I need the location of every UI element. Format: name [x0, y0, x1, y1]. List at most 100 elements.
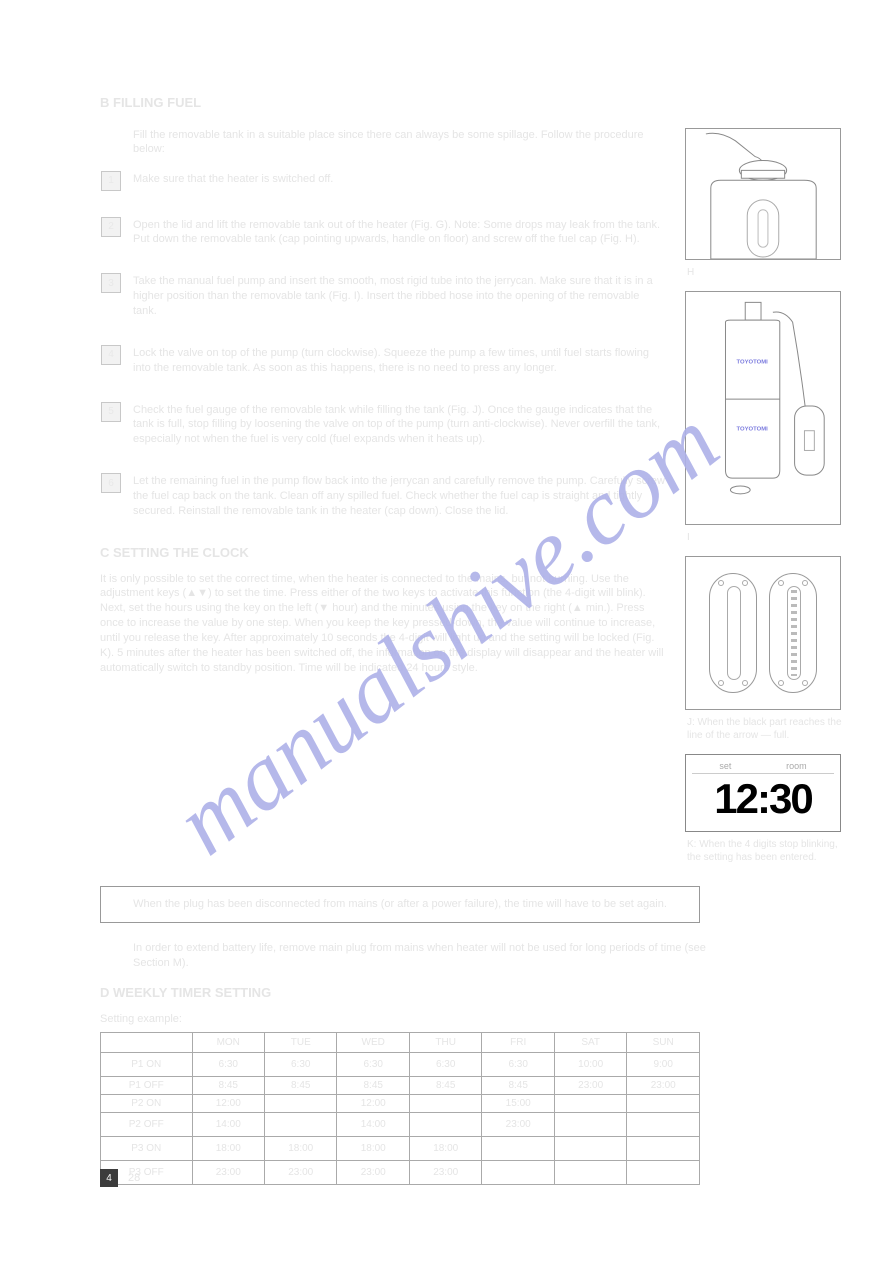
table-cell: 12:00 [192, 1095, 264, 1113]
figure-i-svg: TOYOTOMI TOYOTOMI [686, 292, 840, 524]
table-cell: 14:00 [337, 1113, 409, 1137]
table-cell: 8:45 [192, 1077, 264, 1095]
table-cell: WED [337, 1033, 409, 1053]
step-number-box: 1 [101, 171, 121, 191]
table-cell: P1 ON [101, 1053, 193, 1077]
notice-box: When the plug has been disconnected from… [100, 886, 700, 923]
table-wrap: MON TUE WED THU FRI SAT SUN P1 ON 6:30 6… [100, 1032, 843, 1185]
step-text: Open the lid and lift the removable tank… [133, 217, 665, 248]
table-cell [554, 1161, 626, 1185]
figure-k-time: 12:30 [692, 774, 834, 822]
figure-k-set-label: set [719, 761, 731, 771]
content-area: Fill the removable tank in a suitable pl… [68, 128, 843, 872]
table-cell [627, 1137, 700, 1161]
table-row: P3 OFF 23:00 23:00 23:00 23:00 [101, 1161, 700, 1185]
step-number-box: 4 [101, 345, 121, 365]
figure-i-caption: I [685, 531, 843, 544]
step-number-box: 5 [101, 402, 121, 422]
table-cell [265, 1113, 337, 1137]
section-d-intro: Setting example: [100, 1012, 843, 1027]
step-list: 1 Make sure that the heater is switched … [68, 171, 665, 519]
table-cell: SUN [627, 1033, 700, 1053]
page: B FILLING FUEL Fill the removable tank i… [0, 0, 893, 1235]
table-cell [627, 1161, 700, 1185]
table-cell: THU [409, 1033, 481, 1053]
step-number-box: 2 [101, 217, 121, 237]
table-cell: 18:00 [265, 1137, 337, 1161]
step-item: 3 Take the manual fuel pump and insert t… [68, 273, 665, 319]
figure-h-caption: H [685, 266, 843, 279]
page-number: 28 [128, 1172, 140, 1184]
main-column: Fill the removable tank in a suitable pl… [68, 128, 673, 872]
figure-h [685, 128, 841, 260]
figure-j [685, 556, 841, 710]
step-item: 5 Check the fuel gauge of the removable … [68, 402, 665, 448]
section-c-header: C SETTING THE CLOCK [100, 545, 665, 560]
table-cell: 8:45 [409, 1077, 481, 1095]
table-cell: 8:45 [482, 1077, 554, 1095]
section-b-intro: Fill the removable tank in a suitable pl… [133, 128, 665, 157]
table-cell: 23:00 [192, 1161, 264, 1185]
table-cell: 6:30 [192, 1053, 264, 1077]
table-cell: 15:00 [482, 1095, 554, 1113]
footer-icon: 4 [100, 1169, 118, 1187]
table-cell: P2 OFF [101, 1113, 193, 1137]
section-d-header: D WEEKLY TIMER SETTING [100, 985, 843, 1000]
figure-k-caption: K: When the 4 digits stop blinking, the … [685, 838, 843, 864]
bottle-label: TOYOTOMI [736, 427, 768, 433]
table-cell: SAT [554, 1033, 626, 1053]
table-cell: 10:00 [554, 1053, 626, 1077]
table-cell [409, 1095, 481, 1113]
table-cell [482, 1137, 554, 1161]
table-row: P2 ON 12:00 12:00 15:00 [101, 1095, 700, 1113]
figure-i: TOYOTOMI TOYOTOMI [685, 291, 841, 525]
table-cell: 23:00 [337, 1161, 409, 1185]
table-cell: 23:00 [265, 1161, 337, 1185]
table-cell [554, 1095, 626, 1113]
table-row: P2 OFF 14:00 14:00 23:00 [101, 1113, 700, 1137]
table-cell [627, 1113, 700, 1137]
step-number-box: 6 [101, 473, 121, 493]
table-cell: 18:00 [337, 1137, 409, 1161]
table-cell: 14:00 [192, 1113, 264, 1137]
table-cell: 23:00 [409, 1161, 481, 1185]
table-cell: P1 OFF [101, 1077, 193, 1095]
step-item: 2 Open the lid and lift the removable ta… [68, 217, 665, 248]
table-cell [101, 1033, 193, 1053]
table-cell [554, 1113, 626, 1137]
table-cell [482, 1161, 554, 1185]
table-cell: 23:00 [482, 1113, 554, 1137]
step-item: 4 Lock the valve on top of the pump (tur… [68, 345, 665, 376]
table-cell: 8:45 [337, 1077, 409, 1095]
table-cell: 6:30 [265, 1053, 337, 1077]
table-header-row: MON TUE WED THU FRI SAT SUN [101, 1033, 700, 1053]
bottle-label: TOYOTOMI [736, 360, 768, 366]
notice-text: When the plug has been disconnected from… [117, 897, 683, 912]
table-cell: MON [192, 1033, 264, 1053]
table-cell [627, 1095, 700, 1113]
table-cell: 9:00 [627, 1053, 700, 1077]
section-b-header: B FILLING FUEL [100, 95, 843, 110]
gauge-pair [686, 557, 840, 709]
section-c: C SETTING THE CLOCK It is only possible … [100, 545, 665, 676]
table-cell: 23:00 [627, 1077, 700, 1095]
table-cell: FRI [482, 1033, 554, 1053]
step-item: 6 Let the remaining fuel in the pump flo… [68, 473, 665, 519]
table-cell: TUE [265, 1033, 337, 1053]
figure-k-room-label: room [786, 761, 807, 771]
gauge-full [769, 573, 817, 693]
figure-j-caption: J: When the black part reaches the line … [685, 716, 843, 742]
table-cell: 23:00 [554, 1077, 626, 1095]
section-c-para2: In order to extend battery life, remove … [133, 941, 713, 971]
table-row: P1 ON 6:30 6:30 6:30 6:30 6:30 10:00 9:0… [101, 1053, 700, 1077]
weekly-timer-table: MON TUE WED THU FRI SAT SUN P1 ON 6:30 6… [100, 1032, 700, 1185]
step-text: Take the manual fuel pump and insert the… [133, 273, 665, 319]
table-cell: 18:00 [192, 1137, 264, 1161]
table-cell: 6:30 [337, 1053, 409, 1077]
table-row: P3 ON 18:00 18:00 18:00 18:00 [101, 1137, 700, 1161]
step-item: 1 Make sure that the heater is switched … [68, 171, 665, 191]
table-cell [409, 1113, 481, 1137]
page-footer: 4 28 [100, 1169, 140, 1187]
table-cell: P3 ON [101, 1137, 193, 1161]
table-cell: P2 ON [101, 1095, 193, 1113]
